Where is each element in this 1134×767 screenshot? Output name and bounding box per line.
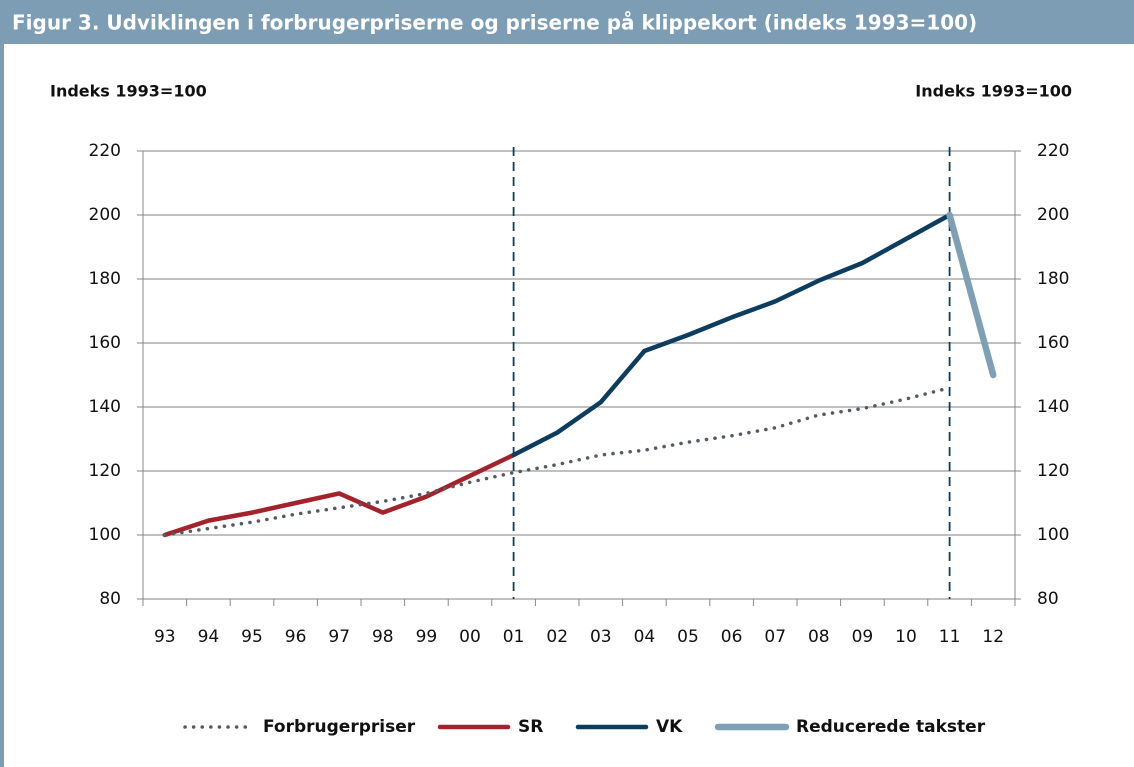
y-tick-label: 160 [89,333,121,353]
x-tick-label: 06 [721,627,743,647]
y-axis-label: Indeks 1993=100 [50,82,207,101]
x-tick-label: 93 [154,627,176,647]
y2-tick-label: 180 [1037,269,1069,289]
y2-tick-label: 220 [1037,141,1069,161]
x-tick-label: 97 [328,627,350,647]
x-tick-label: 00 [459,627,481,647]
left-border [0,44,4,767]
x-tick-label: 02 [546,627,568,647]
legend-label: Forbrugerpriser [263,717,416,737]
y-tick-label: 200 [89,205,121,225]
x-tick-label: 04 [634,627,656,647]
x-tick-label: 09 [852,627,874,647]
x-tick-label: 01 [503,627,525,647]
y-tick-label: 180 [89,269,121,289]
x-tick-label: 03 [590,627,612,647]
y2-tick-label: 80 [1037,589,1059,609]
x-tick-label: 12 [982,627,1004,647]
chart-title: Figur 3. Udviklingen i forbrugerpriserne… [12,11,977,35]
x-tick-label: 11 [939,627,961,647]
x-tick-label: 98 [372,627,394,647]
y2-tick-label: 160 [1037,333,1069,353]
y-tick-label: 120 [89,461,121,481]
series-line [163,386,952,537]
y-tick-label: 80 [99,589,121,609]
y-tick-label: 220 [89,141,121,161]
legend-label: Reducerede takster [796,717,986,737]
y2-axis-label: Indeks 1993=100 [915,82,1072,101]
legend-label: VK [656,717,683,737]
series-line [162,452,516,538]
x-tick-label: 94 [198,627,220,647]
x-tick-label: 08 [808,627,830,647]
x-tick-label: 99 [416,627,438,647]
y2-tick-label: 140 [1037,397,1069,417]
y-tick-label: 140 [89,397,121,417]
legend-label: SR [518,717,543,737]
x-tick-label: 05 [677,627,699,647]
x-tick-label: 96 [285,627,307,647]
x-tick-label: 95 [241,627,263,647]
y2-tick-label: 200 [1037,205,1069,225]
series-line [946,211,997,379]
series-line [511,212,952,458]
x-tick-label: 07 [764,627,786,647]
y-tick-label: 100 [89,525,121,545]
y2-tick-label: 100 [1037,525,1069,545]
x-tick-label: 10 [895,627,917,647]
y2-tick-label: 120 [1037,461,1069,481]
title-banner [0,0,1134,44]
